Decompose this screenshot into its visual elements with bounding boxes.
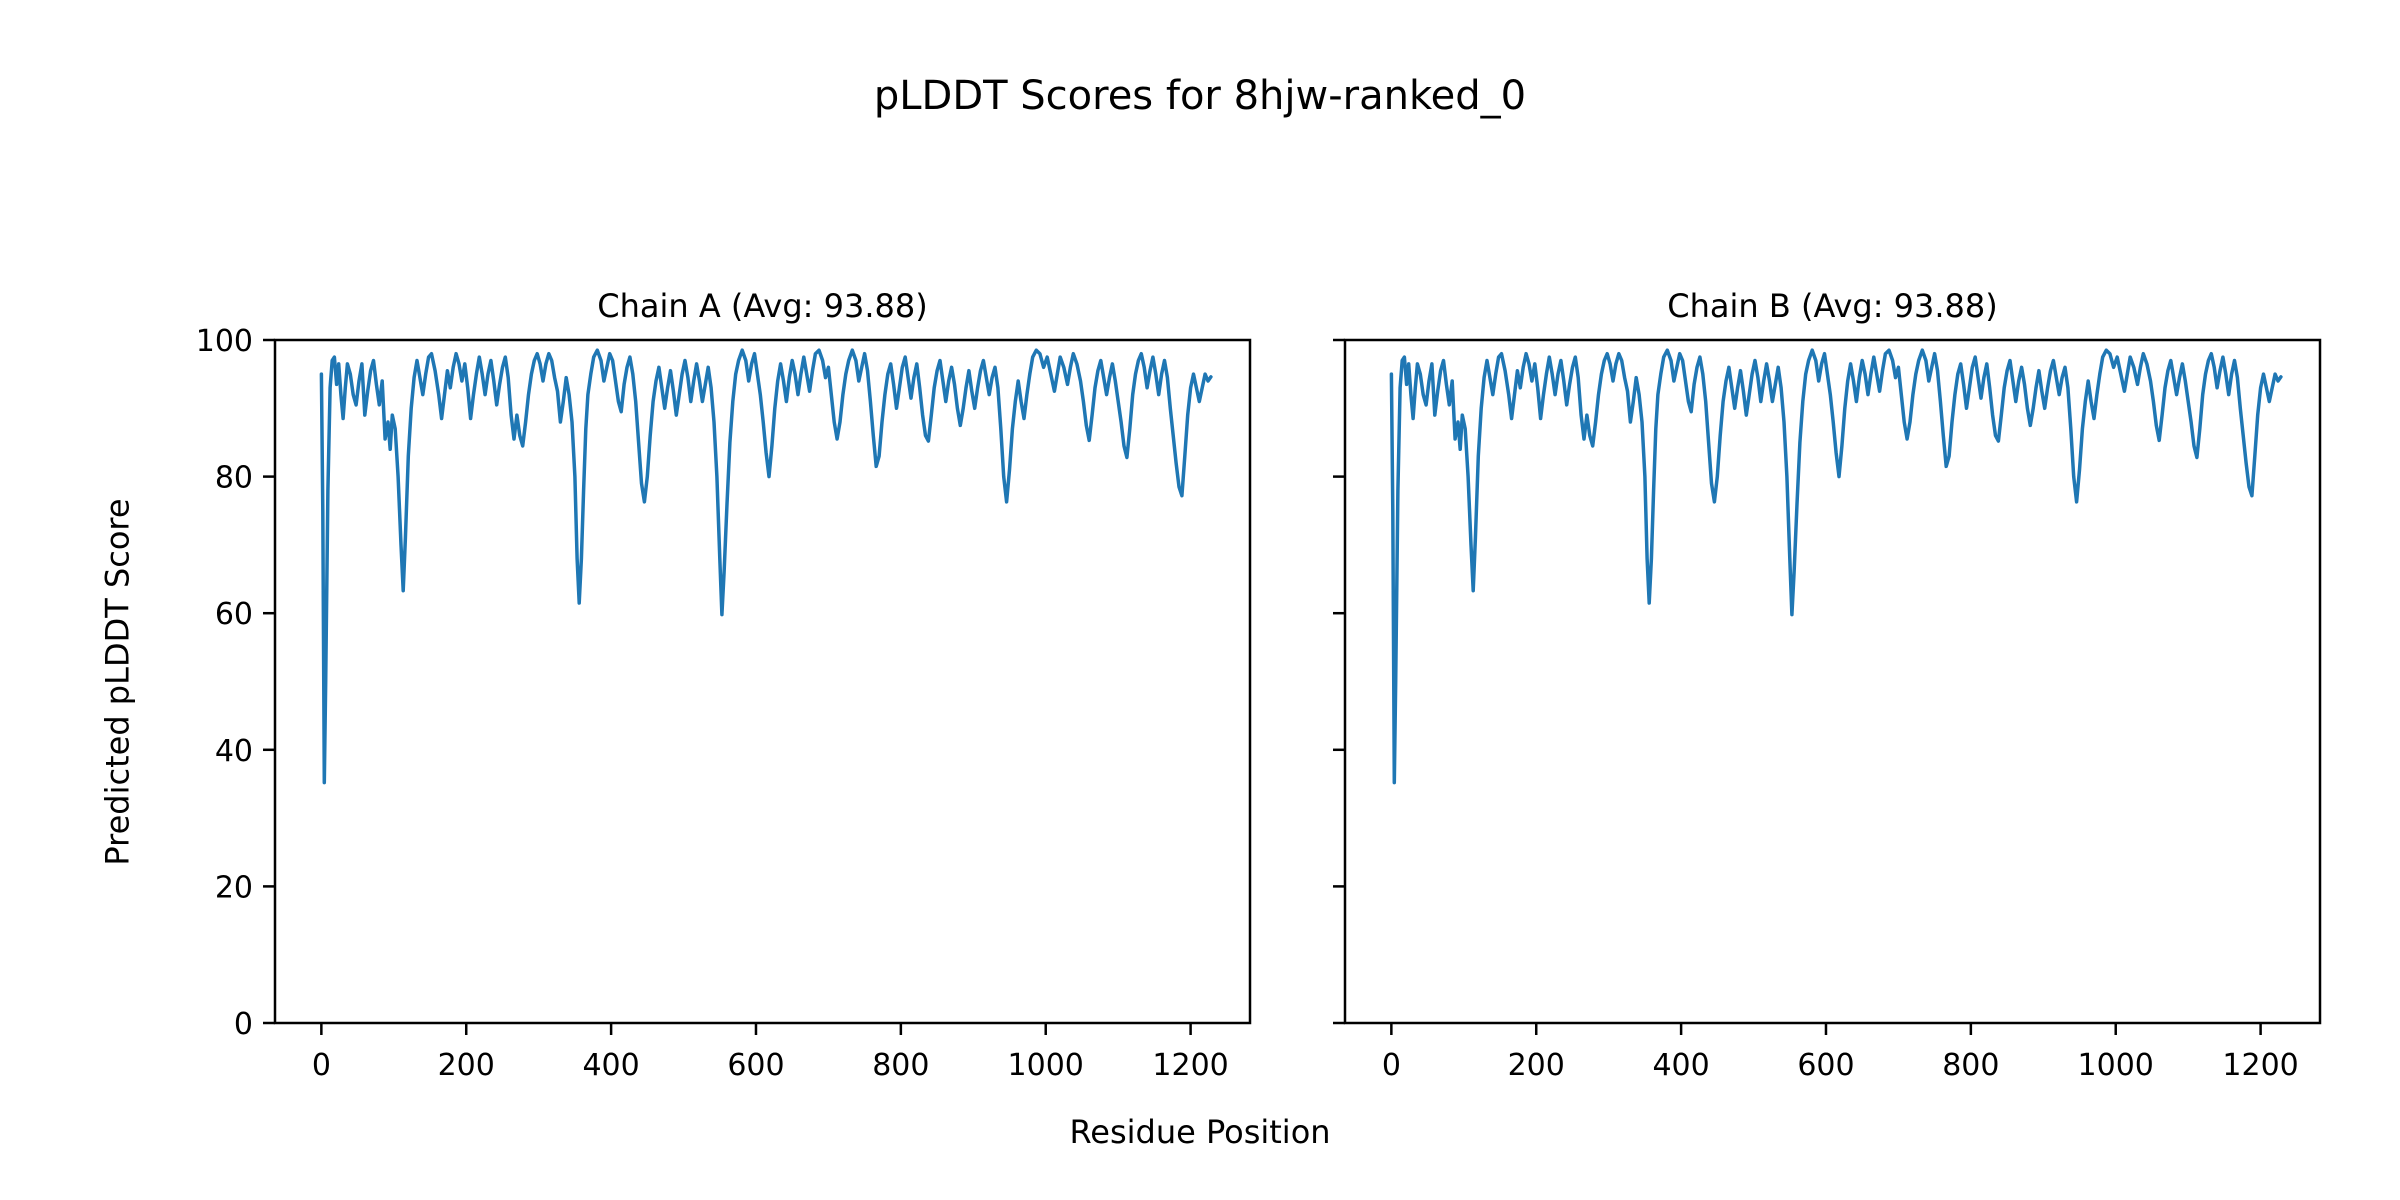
x-tick-label: 200 [1508, 1048, 1565, 1083]
figure-title: pLDDT Scores for 8hjw-ranked_0 [873, 73, 1527, 119]
y-tick-label: 60 [215, 597, 253, 632]
x-tick-label: 600 [727, 1048, 784, 1083]
x-tick-label: 0 [312, 1048, 331, 1083]
plddt-line [1389, 348, 2283, 785]
y-tick-label: 80 [215, 461, 253, 496]
axes-frame [273, 338, 1252, 1025]
chain-a-plot: 0 200 400 600 800 1000 1200 0 20 40 60 80 100 [196, 324, 1252, 1083]
y-axis-label: Predicted pLDDT Score [98, 498, 137, 866]
x-axis-label: Residue Position [1069, 1113, 1331, 1151]
x-tick-label: 1200 [2222, 1048, 2298, 1083]
chain-b-plot: 0 200 400 600 800 1000 1200 [1333, 338, 2322, 1083]
y-tick-label: 0 [234, 1007, 253, 1042]
x-tick-label: 600 [1797, 1048, 1854, 1083]
x-tick-label: 200 [438, 1048, 495, 1083]
x-tick-label: 0 [1382, 1048, 1401, 1083]
plddt-line [319, 348, 1213, 785]
x-tick-label: 1000 [1008, 1048, 1084, 1083]
axes-frame [1343, 338, 2322, 1025]
chain-a-title: Chain A (Avg: 93.88) [597, 287, 928, 325]
x-tick-label: 400 [582, 1048, 639, 1083]
x-tick-label: 400 [1652, 1048, 1709, 1083]
x-tick-label: 1000 [2078, 1048, 2154, 1083]
x-tick-label: 1200 [1152, 1048, 1228, 1083]
x-tick-label: 800 [872, 1048, 929, 1083]
y-tick-label: 40 [215, 734, 253, 769]
y-tick-label: 20 [215, 870, 253, 905]
y-tick-label: 100 [196, 324, 253, 359]
chain-b-title: Chain B (Avg: 93.88) [1667, 287, 1998, 325]
x-tick-label: 800 [1942, 1048, 1999, 1083]
